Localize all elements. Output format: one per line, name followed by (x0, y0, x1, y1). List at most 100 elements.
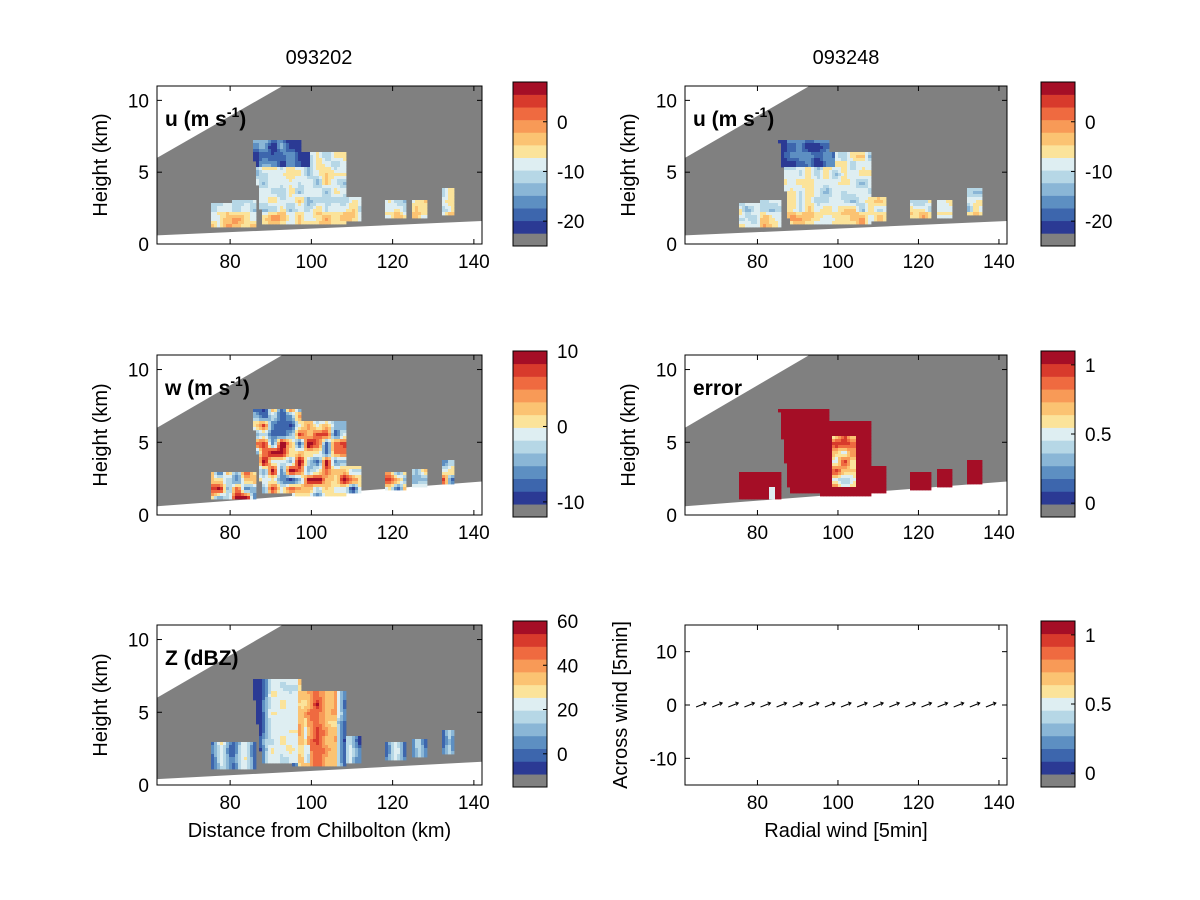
colorbar-tick-label: 60 (557, 612, 578, 633)
colorbar-swatch (513, 684, 547, 698)
colorbar-tick-label: 20 (557, 701, 578, 722)
axes-box (156, 85, 483, 245)
wind-arrow (969, 701, 981, 708)
x-tick-label: 140 (458, 252, 490, 273)
colorbar-swatch (1041, 774, 1075, 788)
wind-arrow (695, 701, 707, 708)
colorbar-swatch (1041, 621, 1075, 635)
colorbar-swatch (1041, 220, 1075, 234)
x-tick-label: 140 (458, 523, 490, 544)
colorbar-swatch (513, 465, 547, 479)
colorbar-tick-label: -20 (557, 212, 584, 233)
wind-arrow (856, 701, 868, 708)
colorbar-swatch (1041, 195, 1075, 209)
colorbar-tick-label: 10 (557, 342, 578, 363)
x-tick-label: 120 (377, 793, 409, 814)
colorbar-swatch (513, 697, 547, 711)
colorbar-tick-label: -20 (1085, 212, 1112, 233)
colorbar-tick-label: 0 (557, 113, 568, 134)
panel-label: Z (dBZ) (165, 647, 238, 670)
y-tick-label: 5 (666, 433, 677, 454)
wind-arrow (905, 701, 917, 708)
colorbar-tick-label: 1 (1085, 356, 1096, 377)
colorbar: 10.50 (1040, 620, 1111, 788)
y-tick-label: 10 (128, 361, 149, 382)
y-tick-label: 10 (656, 91, 677, 112)
x-tick-label: 80 (747, 252, 768, 273)
y-tick-label: 0 (138, 776, 149, 797)
colorbar-swatch (1041, 157, 1075, 171)
colorbar-swatch (513, 220, 547, 234)
panel-u-093248: 80 100 120 140 0 5 10 Height (km) u (m s-1) 0 -10 -… (618, 81, 1112, 273)
colorbar-swatch (513, 427, 547, 441)
colorbar-tick-label: 0 (557, 745, 568, 766)
colorbar-swatch (513, 504, 547, 518)
colorbar: 0 -10 -20 (1040, 81, 1112, 247)
axes-box (684, 85, 1008, 245)
colorbar-swatch (1041, 735, 1075, 749)
colorbar-swatch (513, 351, 547, 365)
colorbar-swatch (513, 748, 547, 762)
colorbar-tick-label: 1 (1085, 626, 1096, 647)
colorbar-swatch (1041, 145, 1075, 158)
x-tick-label: 100 (296, 252, 328, 273)
y-tick-label: 0 (666, 696, 677, 717)
colorbar-swatch (1041, 478, 1075, 492)
y-axis-label: Height (km) (618, 383, 640, 486)
y-axis-label: Height (km) (90, 113, 112, 216)
colorbar-swatch (1041, 82, 1075, 95)
colorbar-swatch (513, 402, 547, 416)
x-tick-label: 80 (220, 523, 241, 544)
y-tick-label: 10 (128, 631, 149, 652)
y-tick-label: 5 (138, 163, 149, 184)
colorbar-swatch (513, 710, 547, 724)
colorbar-tick-label: -10 (557, 493, 584, 514)
panel-label: w (m s-1) (164, 373, 250, 400)
x-tick-label: 140 (983, 793, 1015, 814)
colorbar-swatch (513, 414, 547, 428)
y-tick-label: 10 (128, 91, 149, 112)
y-tick-label: 0 (666, 506, 677, 527)
colorbar-swatch (513, 119, 547, 133)
wind-arrow (744, 701, 756, 708)
colorbar-swatch (513, 132, 547, 146)
colorbar-swatch (513, 82, 547, 95)
colorbar-tick-label: 40 (557, 656, 578, 677)
colorbar-swatch (1041, 672, 1075, 686)
wind-arrow (792, 701, 804, 708)
y-tick-label: 5 (666, 163, 677, 184)
y-axis-label: Across wind [5min] (610, 621, 632, 789)
colorbar-swatch (1041, 504, 1075, 518)
colorbar-tick-label: 0.5 (1085, 695, 1111, 716)
colorbar-swatch (513, 735, 547, 749)
x-tick-label: 140 (983, 252, 1015, 273)
colorbar-swatch (1041, 465, 1075, 479)
panel-label: u (m s-1) (693, 104, 774, 131)
colorbar-swatch (513, 233, 547, 247)
colorbar-swatch (1041, 376, 1075, 390)
x-tick-label: 100 (822, 523, 854, 544)
colorbar-swatch (513, 157, 547, 171)
y-tick-label: 10 (656, 361, 677, 382)
colorbar-tick-label: 0.5 (1085, 425, 1111, 446)
wind-arrow (873, 701, 885, 708)
x-tick-label: 80 (220, 252, 241, 273)
panel-label: error (693, 377, 742, 400)
wind-arrow (728, 701, 740, 708)
colorbar-swatch (513, 672, 547, 686)
colorbar-swatch (513, 774, 547, 788)
x-tick-label: 100 (822, 252, 854, 273)
colorbar-swatch (513, 491, 547, 505)
axes-box (156, 354, 483, 516)
wind-arrow (712, 701, 724, 708)
column-title-left: 093202 (286, 47, 353, 69)
colorbar-swatch (1041, 119, 1075, 133)
colorbar-swatch (1041, 363, 1075, 377)
wind-arrow (953, 701, 965, 708)
colorbar-swatch (1041, 646, 1075, 660)
wind-arrow (937, 701, 949, 708)
